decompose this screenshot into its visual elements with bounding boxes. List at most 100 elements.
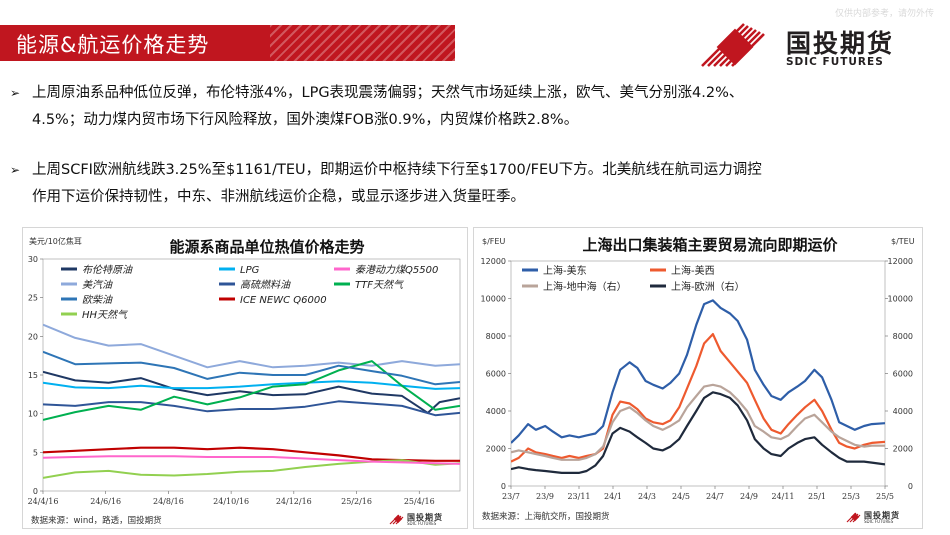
- series-line-1: [43, 380, 460, 390]
- legend-label-3: 高硫燃料油: [240, 279, 291, 291]
- series-line-2: [511, 383, 885, 461]
- y-tick-label: 30: [28, 255, 38, 264]
- y-tick-label-right: 2000: [893, 445, 913, 454]
- x-tick-label: 23/7: [502, 492, 520, 501]
- legend-label-0: 布伦特原油: [82, 264, 133, 276]
- y-tick-label-right: 6000: [893, 370, 913, 379]
- y-tick-label: 8000: [486, 332, 506, 341]
- y-tick-label: 0: [33, 487, 38, 496]
- title-bar-pattern: [270, 25, 455, 61]
- y-tick-label-right: 12000: [888, 257, 913, 266]
- y-tick-label-right: 0: [908, 482, 913, 491]
- title-bar: 能源&航运价格走势: [0, 25, 455, 61]
- legend-label-3: 上海-欧洲（右）: [671, 280, 745, 293]
- y-tick-label-right: 4000: [893, 407, 913, 416]
- x-tick-label: 25/3: [842, 492, 860, 501]
- chart-source: 数据来源：wind，路透，国投期货: [31, 516, 162, 526]
- source-logo-text: 国投期货: [864, 511, 900, 520]
- plot-area: [510, 260, 886, 487]
- arrow-bullet-icon: ➢: [10, 86, 21, 100]
- x-tick-label: 24/3: [638, 492, 656, 501]
- y-tick-label: 10000: [481, 295, 506, 304]
- x-tick-label: 23/9: [536, 492, 554, 501]
- x-tick-label: 24/5: [672, 492, 690, 501]
- legend-label-5: 欧柴油: [82, 294, 113, 306]
- chart-title: 上海出口集装箱主要贸易流向即期运价: [582, 236, 838, 254]
- y-tick-label: 25: [28, 294, 38, 303]
- legend-label-1: 上海-美西: [671, 264, 715, 277]
- legend-label-6: ICE NEWC Q6000: [240, 295, 327, 306]
- logo-mark-icon: [846, 512, 861, 523]
- source-logo-text-en: SDIC FUTURES: [864, 519, 894, 524]
- legend-label-2: 美汽油: [82, 279, 113, 291]
- series-line-0: [511, 299, 885, 444]
- y-tick-label-right: 10000: [888, 295, 913, 304]
- x-tick-label: 24/10/16: [213, 497, 249, 506]
- logo-text-en: SDIC FUTURES: [786, 56, 884, 68]
- y-tick-label: 4000: [486, 407, 506, 416]
- legend-label-1: LPG: [240, 265, 260, 276]
- source-logo: 国投期货 SDIC FUTURES: [389, 512, 459, 526]
- y-axis-label-right: $/TEU: [891, 237, 915, 246]
- x-tick-label: 24/8/16: [153, 497, 184, 506]
- series-line-6: [43, 446, 460, 462]
- y-tick-label: 6000: [486, 370, 506, 379]
- x-tick-label: 24/6/16: [90, 497, 121, 506]
- series-line-8: [43, 455, 460, 465]
- x-tick-label: 24/7: [706, 492, 724, 501]
- logo-mark-icon: [389, 514, 404, 525]
- energy-chart: 能源系商品单位热值价格走势 美元/10亿焦耳 0 5 10 15 20 25 30 24/4/16…: [28, 236, 461, 506]
- x-tick-label: 23/11: [567, 492, 590, 501]
- source-logo: 国投期货 SDIC FUTURES: [846, 510, 916, 524]
- series-line-5: [43, 350, 460, 386]
- bullet-1-line-2: 4.5%；动力煤内贸市场下行风险释放，国外澳煤FOB涨0.9%，内贸煤价格跌2.…: [32, 112, 579, 128]
- x-tick-label: 25/2/16: [341, 497, 372, 506]
- energy-chart-panel: 能源系商品单位热值价格走势 美元/10亿焦耳 0 5 10 15 20 25 30 24/4/16…: [22, 227, 468, 529]
- chart-title: 能源系商品单位热值价格走势: [169, 238, 364, 256]
- x-tick-label: 25/1: [808, 492, 826, 501]
- series-line-2: [43, 323, 460, 369]
- bullet-1-line-1: 上周原油系品种低位反弹，布伦特涨4%，LPG表现震荡偏弱；天然气市场延续上涨，欧…: [32, 85, 744, 101]
- x-tick-label: 24/11: [771, 492, 794, 501]
- freight-chart: 上海出口集装箱主要贸易流向即期运价 $/FEU $/TEU 0 0 2000 2000 400…: [481, 236, 915, 501]
- x-tick-label: 24/1: [604, 492, 622, 501]
- series-line-1: [511, 332, 885, 463]
- y-axis-label: 美元/10亿焦耳: [29, 236, 82, 246]
- series-line-4: [43, 360, 460, 421]
- y-axis-label-left: $/FEU: [482, 237, 505, 246]
- chart-source: 数据来源：上海航交所，国投期货: [482, 512, 610, 522]
- y-tick-label: 0: [501, 482, 506, 491]
- y-tick-label: 5: [33, 448, 38, 457]
- y-tick-label: 10: [28, 410, 38, 419]
- y-tick-label: 20: [28, 332, 38, 341]
- legend-label-4: TTF天然气: [355, 279, 405, 291]
- series-line-3: [511, 391, 885, 474]
- freight-chart-panel: 上海出口集装箱主要贸易流向即期运价 $/FEU $/TEU 0 0 2000 2000 400…: [473, 227, 923, 529]
- legend-label-8: 秦港动力煤Q5500: [355, 264, 438, 276]
- source-logo-text-en: SDIC FUTURES: [407, 521, 437, 526]
- x-tick-label: 25/4/16: [404, 497, 435, 506]
- y-tick-label: 2000: [486, 445, 506, 454]
- series-line-3: [43, 400, 460, 417]
- y-tick-label: 12000: [481, 257, 506, 266]
- y-tick-label: 15: [28, 371, 38, 380]
- source-logo-text: 国投期货: [407, 513, 443, 522]
- series-line-7: [43, 459, 460, 479]
- arrow-bullet-icon: ➢: [10, 163, 21, 177]
- watermark: 仅供内部参考，请勿外传: [834, 9, 934, 19]
- logo-mark-icon: [701, 23, 765, 67]
- x-tick-label: 24/4/16: [28, 497, 59, 506]
- logo-text-cn: 国投期货: [786, 29, 895, 58]
- y-tick-label-right: 8000: [893, 332, 913, 341]
- series-line-0: [43, 370, 460, 414]
- bullet-2-text: 上周SCFI欧洲航线跌3.25%至$1161/TEU，即期运价中枢持续下行至$1…: [32, 157, 937, 211]
- page-title: 能源&航运价格走势: [16, 33, 210, 57]
- bullet-1-text: 上周原油系品种低位反弹，布伦特涨4%，LPG表现震荡偏弱；天然气市场延续上涨，欧…: [32, 80, 937, 134]
- legend-label-7: HH天然气: [82, 309, 129, 321]
- bullet-2-line-2: 作用下运价保持韧性，中东、非洲航线运价企稳，或显示逐步进入货量旺季。: [32, 189, 525, 205]
- x-tick-label: 24/9: [740, 492, 758, 501]
- brand-logo: 国投期货 SDIC FUTURES: [700, 22, 940, 72]
- legend-label-0: 上海-美东: [543, 264, 587, 277]
- legend-label-2: 上海-地中海（右）: [543, 280, 627, 293]
- bullet-2-line-1: 上周SCFI欧洲航线跌3.25%至$1161/TEU，即期运价中枢持续下行至$1…: [32, 162, 762, 178]
